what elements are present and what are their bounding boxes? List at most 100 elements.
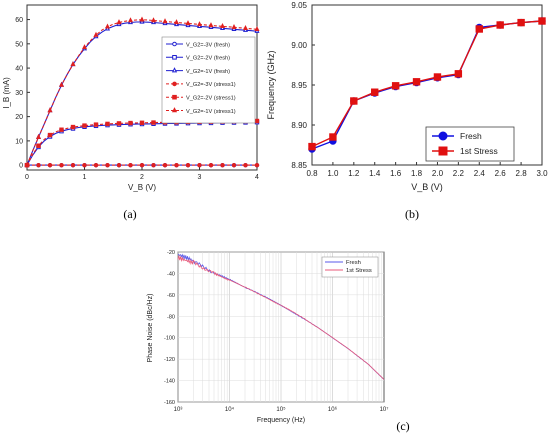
chart-a-point [220,162,225,168]
chart-a-legend-label: V_G2=-3V (fresh) [186,42,230,48]
chart-a-legend-marker [171,107,178,113]
chart-a-point [231,162,237,168]
chart-a-point [254,25,260,31]
chart-a-point [116,19,122,25]
chart-a-point [47,132,53,138]
chart-a-point [70,162,76,168]
chart-c-ytick-label: -60 [167,293,175,299]
chart-a-point [150,17,157,23]
chart-a-point [116,121,122,126]
chart-a-point [208,22,214,28]
chart-a-legend-marker [172,81,177,87]
chart-a-point [82,162,87,168]
chart-b-xtick-label: 1.6 [390,169,402,178]
chart-a-point [70,61,76,67]
chart-a-point [254,118,260,124]
chart-b-legend-label: 1st Stress [460,146,498,156]
chart-a-point [242,24,249,30]
chart-b-xtick-label: 1.2 [348,169,360,178]
chart-c-ytick-label: -160 [164,400,175,406]
chart-c-ylabel: Phase Noise (dBc/Hz) [147,294,154,363]
chart-a-caption: (a) [123,207,136,221]
chart-b-xtick-label: 2.6 [495,169,507,178]
chart-a-legend-marker [172,55,177,60]
chart-c-ytick-label: -80 [167,314,175,320]
chart-a-xlabel: V_B (V) [128,183,156,192]
chart-b-ytick-label: 8.85 [291,161,307,170]
chart-a-ytick-label: 0 [19,163,23,170]
chart-c-legend-label: 1st Stress [346,268,372,274]
chart-b-point [475,25,483,33]
chart-b-point [412,78,421,86]
chart-a-point [58,81,65,87]
chart-c-legend: Fresh 1st Stress [321,256,379,278]
chart-b-xtick-label: 1.8 [411,169,423,178]
chart-c-legend-label: Fresh [346,260,361,266]
chart-c-xtick-label: 10⁴ [225,406,235,413]
chart-a-legend-marker [172,41,177,47]
chart-a-point [231,24,237,30]
chart-a-point [93,31,99,37]
chart-c-xtick-label: 10⁵ [276,406,286,413]
chart-b-legend: Fresh 1st Stress [425,126,515,162]
chart-c-ytick-label: -100 [164,336,175,342]
chart-c-xlabel: Frequency (Hz) [257,417,305,424]
chart-c-caption: (c) [396,419,409,433]
chart-a-point [197,162,202,168]
chart-b-point [538,17,546,25]
chart-a-xtick-label: 1 [83,174,87,181]
chart-b-ylabel: Frequency (GHz) [266,50,276,119]
chart-b: 0.8 1.0 1.2 1.4 1.6 1.8 2.0 2.2 2.4 2.6 2.8 3.0 8.85… [266,1,548,221]
chart-b-xtick-label: 2.8 [516,169,528,178]
chart-a-point [24,161,30,167]
chart-a-point [105,121,110,127]
chart-a-point [59,127,64,132]
chart-b-xtick-label: 0.8 [306,169,318,178]
chart-a-ytick-label: 10 [15,138,23,145]
chart-a-ytick-label: 40 [15,66,23,73]
chart-c-ytick-label: -20 [167,250,175,256]
chart-a-point [173,19,180,25]
chart-b-xtick-label: 1.4 [369,169,381,178]
chart-a-xtick-label: 0 [25,174,29,181]
chart-a-xtick-label: 4 [255,174,259,181]
chart-a-point [162,18,168,24]
chart-a-point [70,124,76,130]
chart-b-point [496,21,504,29]
chart-c-ytick-label: -120 [164,357,175,363]
chart-a-point [254,162,260,168]
chart-b-xtick-label: 3.0 [536,169,548,178]
chart-b-ytick-label: 8.95 [291,81,307,90]
chart-a-point [174,162,179,168]
chart-a-point [139,120,145,126]
chart-b-caption: (b) [405,207,419,221]
chart-b-legend-marker [438,146,448,156]
chart-a-ylabel: I_B (mA) [2,77,11,109]
chart-c-xtick-label: 10⁶ [328,406,338,413]
chart-a-point [128,162,133,168]
chart-b-point [371,88,379,96]
chart-a-point [82,123,87,128]
chart-b-point [329,133,337,141]
chart-c-series-line [177,255,385,380]
chart-b-xlabel: V_B (V) [411,182,443,192]
chart-a-point [47,107,53,113]
chart-a-point [104,23,111,29]
chart-c: 10³ 10⁴ 10⁵ 10⁶ 10⁷ -20 -40 -60 -80 -100 -120 -140 -… [147,250,410,433]
chart-c-xtick-label: 10⁷ [380,406,389,413]
chart-b-legend-marker [438,131,448,141]
chart-a-legend: V_G2=-3V (fresh) V_G2=-2V (fresh) V_G2=-1V… [161,36,256,124]
chart-a-legend-label: V_G2=-1V (fresh) [186,69,230,75]
chart-a-legend-marker [172,94,177,100]
chart-b-point [517,18,525,27]
chart-a-ytick-label: 50 [15,41,23,48]
chart-a-point [81,44,88,50]
chart-a-ytick-label: 20 [15,114,23,121]
chart-a-point [93,122,99,127]
chart-a-point [116,162,122,168]
chart-a-legend-label: V_G2=-2V (fresh) [186,56,230,62]
chart-a-point [35,133,42,139]
chart-a-point [151,120,156,125]
chart-a-point [36,162,41,168]
